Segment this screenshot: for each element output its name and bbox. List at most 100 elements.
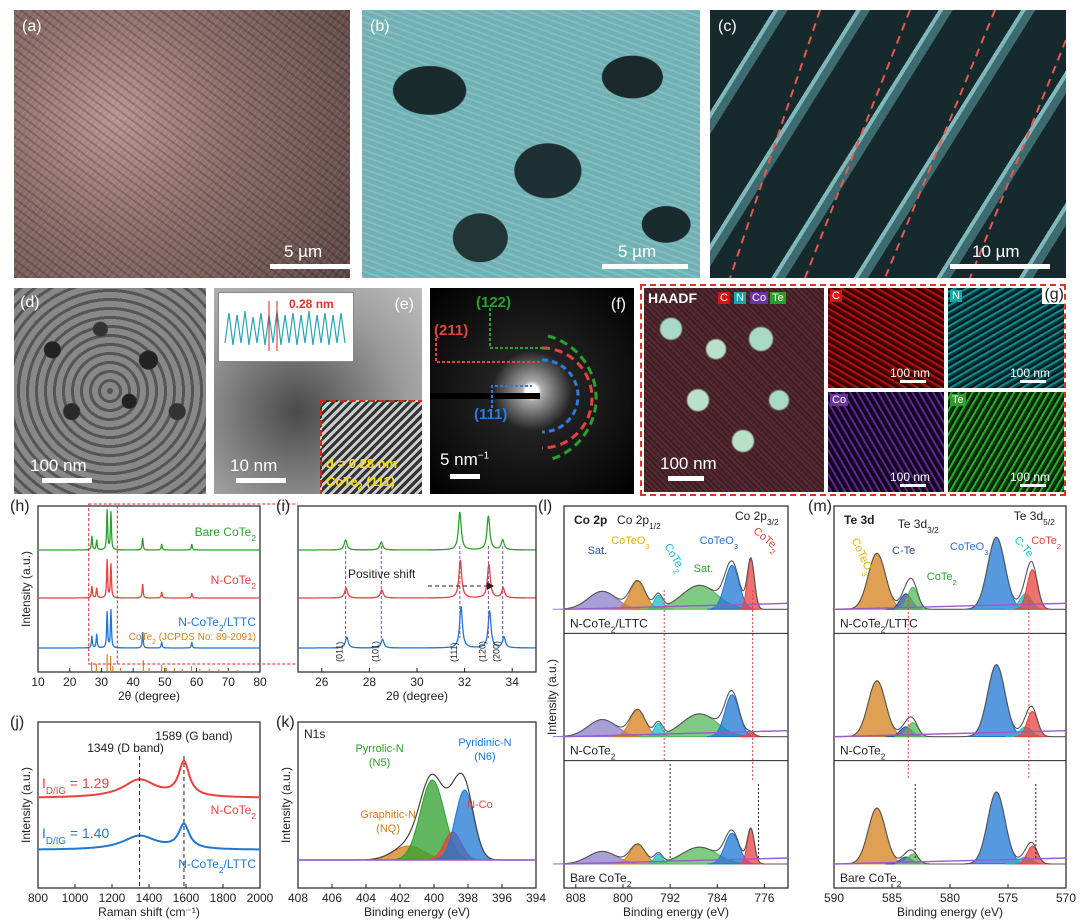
fit-component: [366, 779, 519, 861]
component-label: CoTeO3: [700, 535, 739, 551]
scale-label: 5 µm: [618, 242, 657, 261]
saed-pattern-f: (f) (122) (211) (111) 5 nm−1: [430, 288, 634, 494]
fit-component: [966, 791, 1027, 865]
series-label-n: N-CoTe2: [211, 573, 257, 591]
series-label-lttc: N-CoTe2/LTTC: [178, 615, 256, 633]
fit-component: [707, 564, 757, 610]
component-label: C-Te: [1012, 534, 1036, 560]
chart-title: N1s: [304, 727, 325, 741]
shift-arrowhead: [487, 582, 494, 590]
hkl-label: (111): [449, 642, 459, 662]
x-tick-label: 570: [1056, 891, 1076, 905]
xrd-series-line: [38, 559, 260, 599]
x-tick-label: 34: [506, 675, 520, 689]
x-tick-label: 580: [940, 891, 960, 905]
fit-component: [552, 590, 651, 610]
panel-label-i: (i): [276, 498, 291, 515]
map-label: N: [950, 290, 962, 302]
element-map-te: Te 100 nm: [948, 392, 1064, 492]
component-label: CoTe2: [659, 542, 687, 576]
fft-inset: d = 0.28 nm CoTe2 (111): [320, 400, 422, 494]
x-tick-label: 80: [253, 675, 267, 689]
x-tick-label: 20: [63, 675, 77, 689]
d-spacing-label: d = 0.28 nm: [326, 456, 398, 471]
x-tick-label: 575: [998, 891, 1018, 905]
scale-label: 10 nm: [230, 456, 278, 475]
x-tick-label: 394: [526, 891, 546, 905]
fit-component: [894, 722, 932, 738]
sem-image-a: (a) 5 µm: [14, 10, 350, 278]
raman-j-frame: [37, 721, 261, 889]
scale-bar: [42, 478, 92, 483]
envelope-line: [563, 827, 788, 865]
panel-label-h: (h): [10, 498, 30, 515]
fit-component: [552, 719, 651, 738]
panel-label-f: (f): [610, 296, 626, 313]
legend-co: Co: [750, 292, 769, 304]
chart-title: Te 3d: [844, 513, 874, 527]
sample-label: N-CoTe2/LTTC: [570, 616, 648, 634]
scale-bar: [1020, 484, 1046, 487]
scale-bar: [1020, 380, 1046, 383]
scale-label: 100 nm: [660, 454, 717, 473]
envelope-line: [834, 536, 1066, 610]
x-tick-label: 776: [754, 891, 774, 905]
sample-label: Bare CoTe2: [840, 871, 902, 889]
panel-label-a: (a): [22, 18, 42, 35]
series-label-n: N-CoTe2: [211, 803, 257, 821]
fit-component: [1005, 593, 1046, 610]
envelope-line: [834, 664, 1066, 738]
fit-component: [885, 726, 926, 738]
fit-component: [643, 722, 673, 738]
fit-component: [637, 584, 760, 610]
x-tick-label: 396: [492, 891, 512, 905]
fit-component: [1005, 856, 1046, 865]
fit-component: [1014, 569, 1051, 610]
component-label: (N5): [369, 757, 390, 769]
fit-component: [1013, 845, 1051, 865]
dashed-guides: [729, 10, 1066, 278]
d-band-label: 1349 (D band): [87, 741, 164, 755]
fit-component: [885, 593, 926, 610]
fit-component: [1005, 726, 1046, 738]
hkl-label: (101): [370, 641, 380, 662]
sample-label: Bare CoTe2: [570, 871, 632, 889]
orbital-header: Co 2p3/2: [735, 509, 779, 527]
y-axis-label: Intensity (a.u.): [545, 659, 559, 735]
sample-label: N-CoTe2: [570, 744, 616, 762]
envelope-line: [563, 690, 788, 738]
xrd-series-line: [298, 559, 536, 599]
panel-label-e: (e): [394, 296, 414, 313]
scale-label: 100 nm: [890, 470, 931, 484]
component-label: Pyrrolic-N: [355, 743, 403, 755]
x-tick-label: 30: [410, 675, 424, 689]
x-tick-label: 1600: [173, 891, 200, 905]
component-label: Pyridinic-N: [458, 737, 511, 749]
series-label-lttc: N-CoTe2/LTTC: [178, 857, 256, 875]
xrd-h-frame: [37, 505, 261, 673]
scale-bar: [270, 264, 350, 269]
scale-bar: [236, 478, 286, 483]
scale-bar: [900, 380, 926, 383]
raman-series-line: [38, 759, 261, 799]
ratio-label-n: ID/IG = 1.29: [42, 775, 109, 797]
diffraction-rings: [430, 308, 598, 462]
scale-bar: [450, 474, 480, 479]
shift-annotation: Positive shift: [348, 567, 416, 581]
scale-label: 10 µm: [972, 242, 1020, 261]
element-map-co: Co 100 nm: [828, 392, 944, 492]
x-tick-label: 404: [356, 891, 376, 905]
sample-label: N-CoTe2: [840, 744, 886, 762]
background-line: [563, 857, 789, 865]
fit-component: [707, 694, 757, 738]
y-axis-label: Intensity (a.u.): [19, 551, 33, 627]
component-label: (N6): [474, 751, 495, 763]
fit-component: [894, 853, 932, 865]
xrd-series-line: [38, 609, 260, 649]
hkl-label: (120): [477, 641, 487, 662]
panel-label-c: (c): [718, 18, 737, 35]
line-profile-inset: 0.28 nm: [218, 292, 354, 362]
fit-component: [738, 558, 764, 610]
hkl-label: (011): [335, 642, 345, 662]
xrd-series-line: [298, 511, 536, 551]
